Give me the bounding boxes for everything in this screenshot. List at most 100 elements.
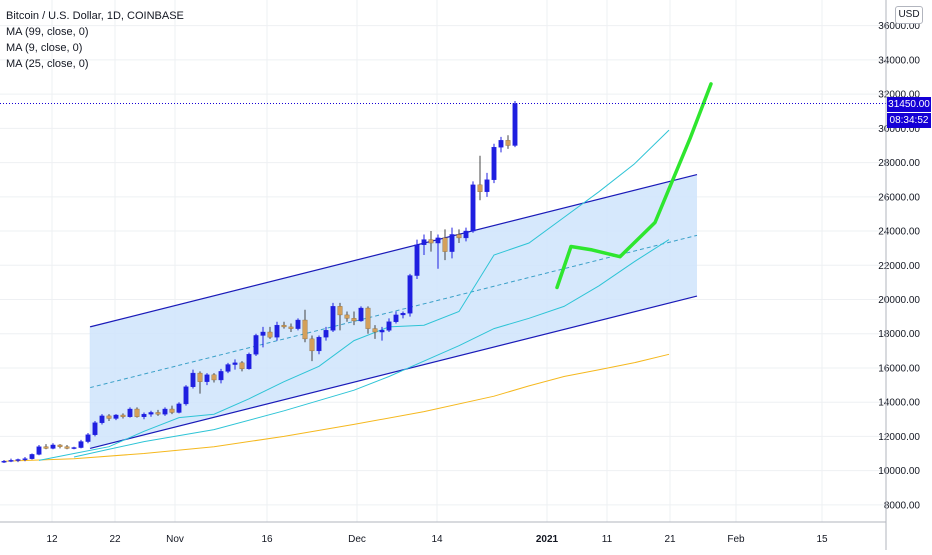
channel-upper-line: [89, 173, 698, 328]
candle-body: [358, 307, 364, 322]
candle-body: [442, 237, 448, 252]
x-tick-label: 2021: [536, 534, 559, 545]
candle-body: [64, 446, 70, 449]
candle-body: [449, 234, 455, 252]
candle-body: [127, 408, 133, 417]
candle-body: [372, 328, 378, 333]
candle-body: [253, 335, 259, 355]
moving-averages: [3, 129, 670, 462]
y-tick-label: 18000.00: [878, 329, 920, 340]
candle-body: [29, 454, 35, 459]
y-tick-label: 34000.00: [878, 55, 920, 66]
candle-body: [337, 306, 343, 316]
y-tick-label: 14000.00: [878, 398, 920, 409]
y-tick-label: 32000.00: [878, 90, 920, 101]
candlestick-series: [1, 100, 518, 463]
candle-body: [204, 374, 210, 382]
candle-body: [491, 146, 497, 180]
candle-body: [232, 362, 238, 365]
last-price-tag: 31450.00: [887, 96, 931, 112]
candle-body: [267, 331, 273, 338]
candle-body: [330, 306, 336, 331]
x-tick-label: 11: [602, 534, 613, 545]
symbol-title[interactable]: Bitcoin / U.S. Dollar, 1D, COINBASE: [6, 10, 184, 22]
candle-body: [8, 460, 14, 462]
candle-body: [295, 319, 301, 329]
candle-body: [463, 230, 469, 239]
candle-body: [323, 330, 329, 338]
ma-9-legend[interactable]: MA (9, close, 0): [6, 42, 83, 54]
candle-body: [36, 446, 42, 455]
candle-body: [421, 239, 427, 245]
candle-body: [428, 239, 434, 244]
y-tick-label: 20000.00: [878, 295, 920, 306]
candle-body: [344, 314, 350, 319]
candle-body: [134, 408, 140, 417]
candle-body: [379, 330, 385, 333]
ma-99-legend[interactable]: MA (99, close, 0): [6, 26, 89, 38]
candle-body: [477, 184, 483, 192]
candle-body: [92, 422, 98, 435]
candle-body: [351, 318, 357, 322]
candle-body: [316, 336, 322, 352]
projection-path: [555, 82, 713, 290]
candle-body: [50, 444, 56, 449]
candle-body: [393, 314, 399, 322]
candle-body: [365, 307, 371, 329]
candle-body: [71, 447, 77, 449]
candle-body: [113, 414, 119, 419]
candle-body: [148, 412, 154, 415]
ma-99-line: [3, 353, 670, 462]
candle-body: [505, 140, 511, 146]
x-tick-label: 12: [46, 534, 58, 545]
candle-body: [183, 386, 189, 405]
candle-body: [1, 461, 7, 463]
candle-body: [414, 244, 420, 276]
candle-body: [309, 338, 315, 352]
candle-body: [470, 184, 476, 232]
x-tick-label: Feb: [727, 534, 745, 545]
bar-countdown-tag: 08:34:52: [887, 112, 931, 128]
candle-body: [99, 415, 105, 423]
chart-legend: Bitcoin / U.S. Dollar, 1D, COINBASE MA (…: [6, 8, 184, 72]
candle-body: [218, 371, 224, 381]
y-tick-label: 26000.00: [878, 192, 920, 203]
candle-body: [407, 275, 413, 314]
x-tick-label: Dec: [348, 534, 366, 545]
ma-25-legend[interactable]: MA (25, close, 0): [6, 58, 89, 70]
candle-body: [43, 446, 49, 449]
y-tick-label: 16000.00: [878, 363, 920, 374]
y-tick-label: 22000.00: [878, 261, 920, 272]
candle-body: [155, 412, 161, 415]
candle-body: [211, 374, 217, 381]
currency-button[interactable]: USD: [895, 6, 923, 24]
y-tick-label: 10000.00: [878, 466, 920, 477]
channel-midline: [89, 234, 698, 389]
y-tick-label: 28000.00: [878, 158, 920, 169]
x-tick-label: Nov: [166, 534, 184, 545]
candle-body: [288, 326, 294, 329]
y-tick-label: 12000.00: [878, 432, 920, 443]
candle-body: [435, 237, 441, 244]
ma-9-line: [38, 129, 670, 461]
candle-body: [141, 413, 147, 417]
candle-body: [239, 362, 245, 370]
candle-body: [78, 441, 84, 448]
candle-body: [274, 324, 280, 338]
y-tick-label: 30000.00: [878, 124, 920, 135]
projection-arrow[interactable]: [555, 82, 713, 290]
candle-body: [512, 103, 518, 146]
candle-body: [22, 458, 28, 460]
x-tick-label: 15: [816, 534, 828, 545]
parallel-channel[interactable]: [89, 173, 698, 449]
candle-body: [15, 459, 21, 461]
ma-25-line: [73, 239, 670, 458]
candle-body: [225, 364, 231, 372]
candle-body: [106, 415, 112, 419]
candle-body: [176, 403, 182, 413]
x-tick-label: 22: [109, 534, 121, 545]
x-tick-label: 14: [431, 534, 443, 545]
x-tick-label: 21: [664, 534, 676, 545]
